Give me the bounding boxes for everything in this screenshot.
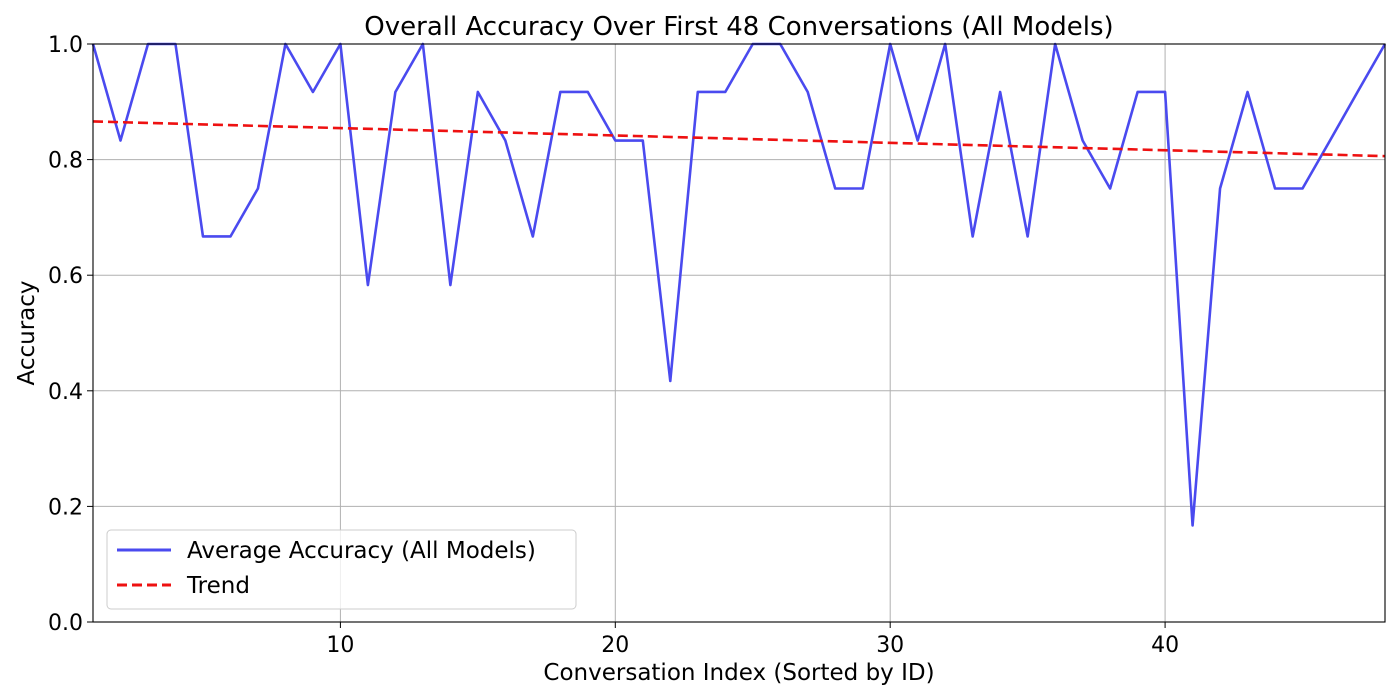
series-layer: [91, 42, 1387, 527]
x-tick-label: 40: [1151, 633, 1179, 658]
x-tick-label: 20: [601, 633, 629, 658]
x-axis-label: Conversation Index (Sorted by ID): [543, 660, 934, 686]
legend-label-trend: Trend: [186, 573, 250, 599]
y-tick-label: 1.0: [48, 33, 83, 58]
y-axis: 0.0 0.2 0.4 0.6 0.8 1.0: [48, 33, 93, 636]
legend-label-average-accuracy: Average Accuracy (All Models): [187, 538, 536, 564]
y-tick-label: 0.8: [48, 149, 83, 174]
legend-box: [106, 529, 577, 610]
y-tick-label: 0.6: [48, 264, 83, 289]
series-line-trend: [92, 120, 1386, 158]
x-tick-label: 10: [326, 633, 354, 658]
x-tick-label: 30: [876, 633, 904, 658]
series-line-average-accuracy: [91, 42, 1387, 527]
y-tick-label: 0.2: [48, 495, 83, 520]
y-tick-label: 0.0: [48, 611, 83, 636]
chart-title: Overall Accuracy Over First 48 Conversat…: [364, 12, 1113, 42]
legend: Average Accuracy (All Models) Trend: [106, 529, 577, 610]
plot-frame: [92, 43, 1386, 623]
y-axis-label: Accuracy: [14, 280, 40, 385]
x-axis: 10 20 30 40: [326, 622, 1179, 658]
y-tick-label: 0.4: [48, 380, 83, 405]
